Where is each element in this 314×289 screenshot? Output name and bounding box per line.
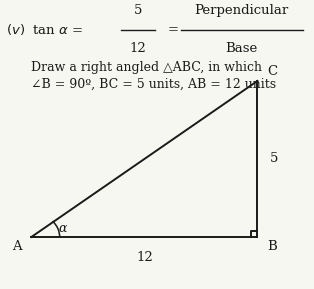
Text: ∠B = 90º, BC = 5 units, AB = 12 units: ∠B = 90º, BC = 5 units, AB = 12 units [31,78,277,91]
Text: Perpendicular: Perpendicular [195,4,289,17]
Text: =: = [168,23,179,36]
Text: 5: 5 [134,4,142,17]
Text: α: α [58,222,67,235]
Text: A: A [12,240,22,253]
Text: $(v)$  tan $\alpha$ =: $(v)$ tan $\alpha$ = [6,22,84,37]
Text: Draw a right angled △ABC, in which: Draw a right angled △ABC, in which [31,61,263,74]
Text: Base: Base [226,42,258,55]
Text: C: C [267,65,277,78]
Text: 5: 5 [270,153,279,165]
Text: 12: 12 [136,251,153,264]
Text: 12: 12 [130,42,147,55]
Text: B: B [267,240,277,253]
